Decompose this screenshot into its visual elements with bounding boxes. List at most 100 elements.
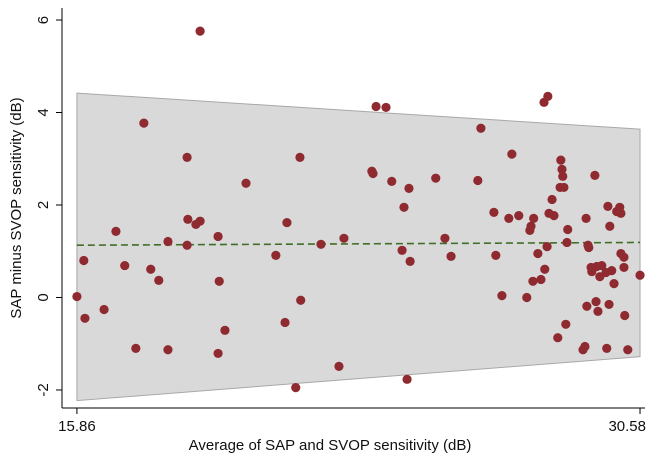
agreement-band (76, 92, 641, 402)
data-point (405, 256, 415, 267)
data-point (549, 211, 559, 221)
y-tick-label: 0 (35, 293, 52, 301)
data-point (591, 297, 601, 307)
data-point (473, 175, 483, 186)
data-point (489, 207, 499, 217)
y-tick-label: 6 (35, 16, 52, 24)
data-point (620, 310, 630, 321)
data-point (607, 266, 617, 276)
data-point (609, 279, 619, 289)
data-point (491, 250, 501, 260)
data-point (214, 276, 224, 286)
data-point (431, 173, 441, 183)
data-point (540, 264, 550, 274)
data-point (581, 213, 591, 224)
data-point (504, 213, 514, 224)
data-point (280, 317, 290, 328)
data-point (619, 252, 629, 262)
data-point (528, 276, 538, 286)
data-point (497, 291, 507, 301)
data-point (163, 345, 173, 355)
data-point (514, 211, 524, 221)
data-point (619, 262, 629, 273)
data-point (476, 123, 486, 133)
data-point (547, 194, 557, 205)
data-point (399, 202, 409, 212)
data-point (561, 319, 571, 329)
data-point (213, 231, 223, 242)
data-point (522, 292, 532, 303)
data-point (597, 260, 607, 271)
data-point (282, 217, 292, 228)
data-point (584, 242, 594, 253)
data-point (111, 226, 121, 236)
data-point (526, 221, 536, 231)
data-point (195, 216, 205, 226)
data-point (404, 183, 414, 193)
data-point (603, 201, 613, 211)
data-point (139, 118, 149, 128)
x-tick-label: 15.86 (58, 418, 96, 435)
data-point (195, 26, 205, 36)
data-point (543, 91, 553, 101)
data-point (397, 245, 407, 255)
y-tick-label: 4 (35, 108, 52, 116)
data-point (99, 304, 109, 315)
y-tick-label: -2 (35, 383, 52, 396)
data-point (381, 102, 391, 113)
data-point (605, 221, 615, 231)
data-point (271, 250, 281, 260)
data-point (131, 343, 141, 353)
data-point (582, 301, 592, 311)
data-point (295, 152, 305, 162)
data-point (182, 240, 192, 250)
data-point (241, 178, 251, 188)
data-point (213, 348, 223, 359)
data-point (440, 233, 450, 243)
data-point (368, 168, 378, 179)
data-point (220, 325, 230, 335)
data-point (296, 295, 306, 305)
data-point (72, 291, 82, 302)
data-point (120, 260, 130, 271)
data-point (154, 275, 164, 285)
data-point (593, 306, 603, 316)
data-point (291, 383, 301, 393)
data-point (79, 255, 89, 266)
data-point (623, 345, 633, 355)
data-point (553, 333, 563, 343)
data-point (536, 274, 546, 285)
x-tick-label: 30.58 (608, 418, 646, 435)
data-point (334, 361, 344, 371)
data-point (558, 171, 568, 181)
data-point (507, 149, 517, 159)
data-point (604, 299, 614, 310)
data-point (529, 213, 539, 224)
data-point (557, 164, 567, 174)
data-point (80, 313, 90, 323)
y-axis-label: SAP minus SVOP sensitivity (dB) (8, 97, 25, 318)
data-point (339, 233, 349, 243)
data-point (146, 264, 156, 274)
data-point (602, 343, 612, 353)
data-point (559, 182, 569, 193)
data-point (635, 270, 645, 280)
data-point (182, 152, 192, 162)
data-point (387, 176, 397, 187)
y-tick-label: 2 (35, 201, 52, 209)
data-point (542, 242, 552, 252)
data-point (163, 236, 173, 247)
data-point (578, 345, 588, 355)
data-point (446, 251, 456, 261)
data-point (533, 248, 543, 259)
data-point (590, 170, 600, 180)
data-point (402, 374, 412, 384)
data-point (562, 237, 572, 248)
data-point (556, 155, 566, 165)
x-axis-label: Average of SAP and SVOP sensitivity (dB) (189, 437, 472, 454)
data-point (563, 224, 573, 235)
data-point (183, 214, 193, 224)
data-point (316, 239, 326, 249)
data-point (616, 208, 626, 218)
